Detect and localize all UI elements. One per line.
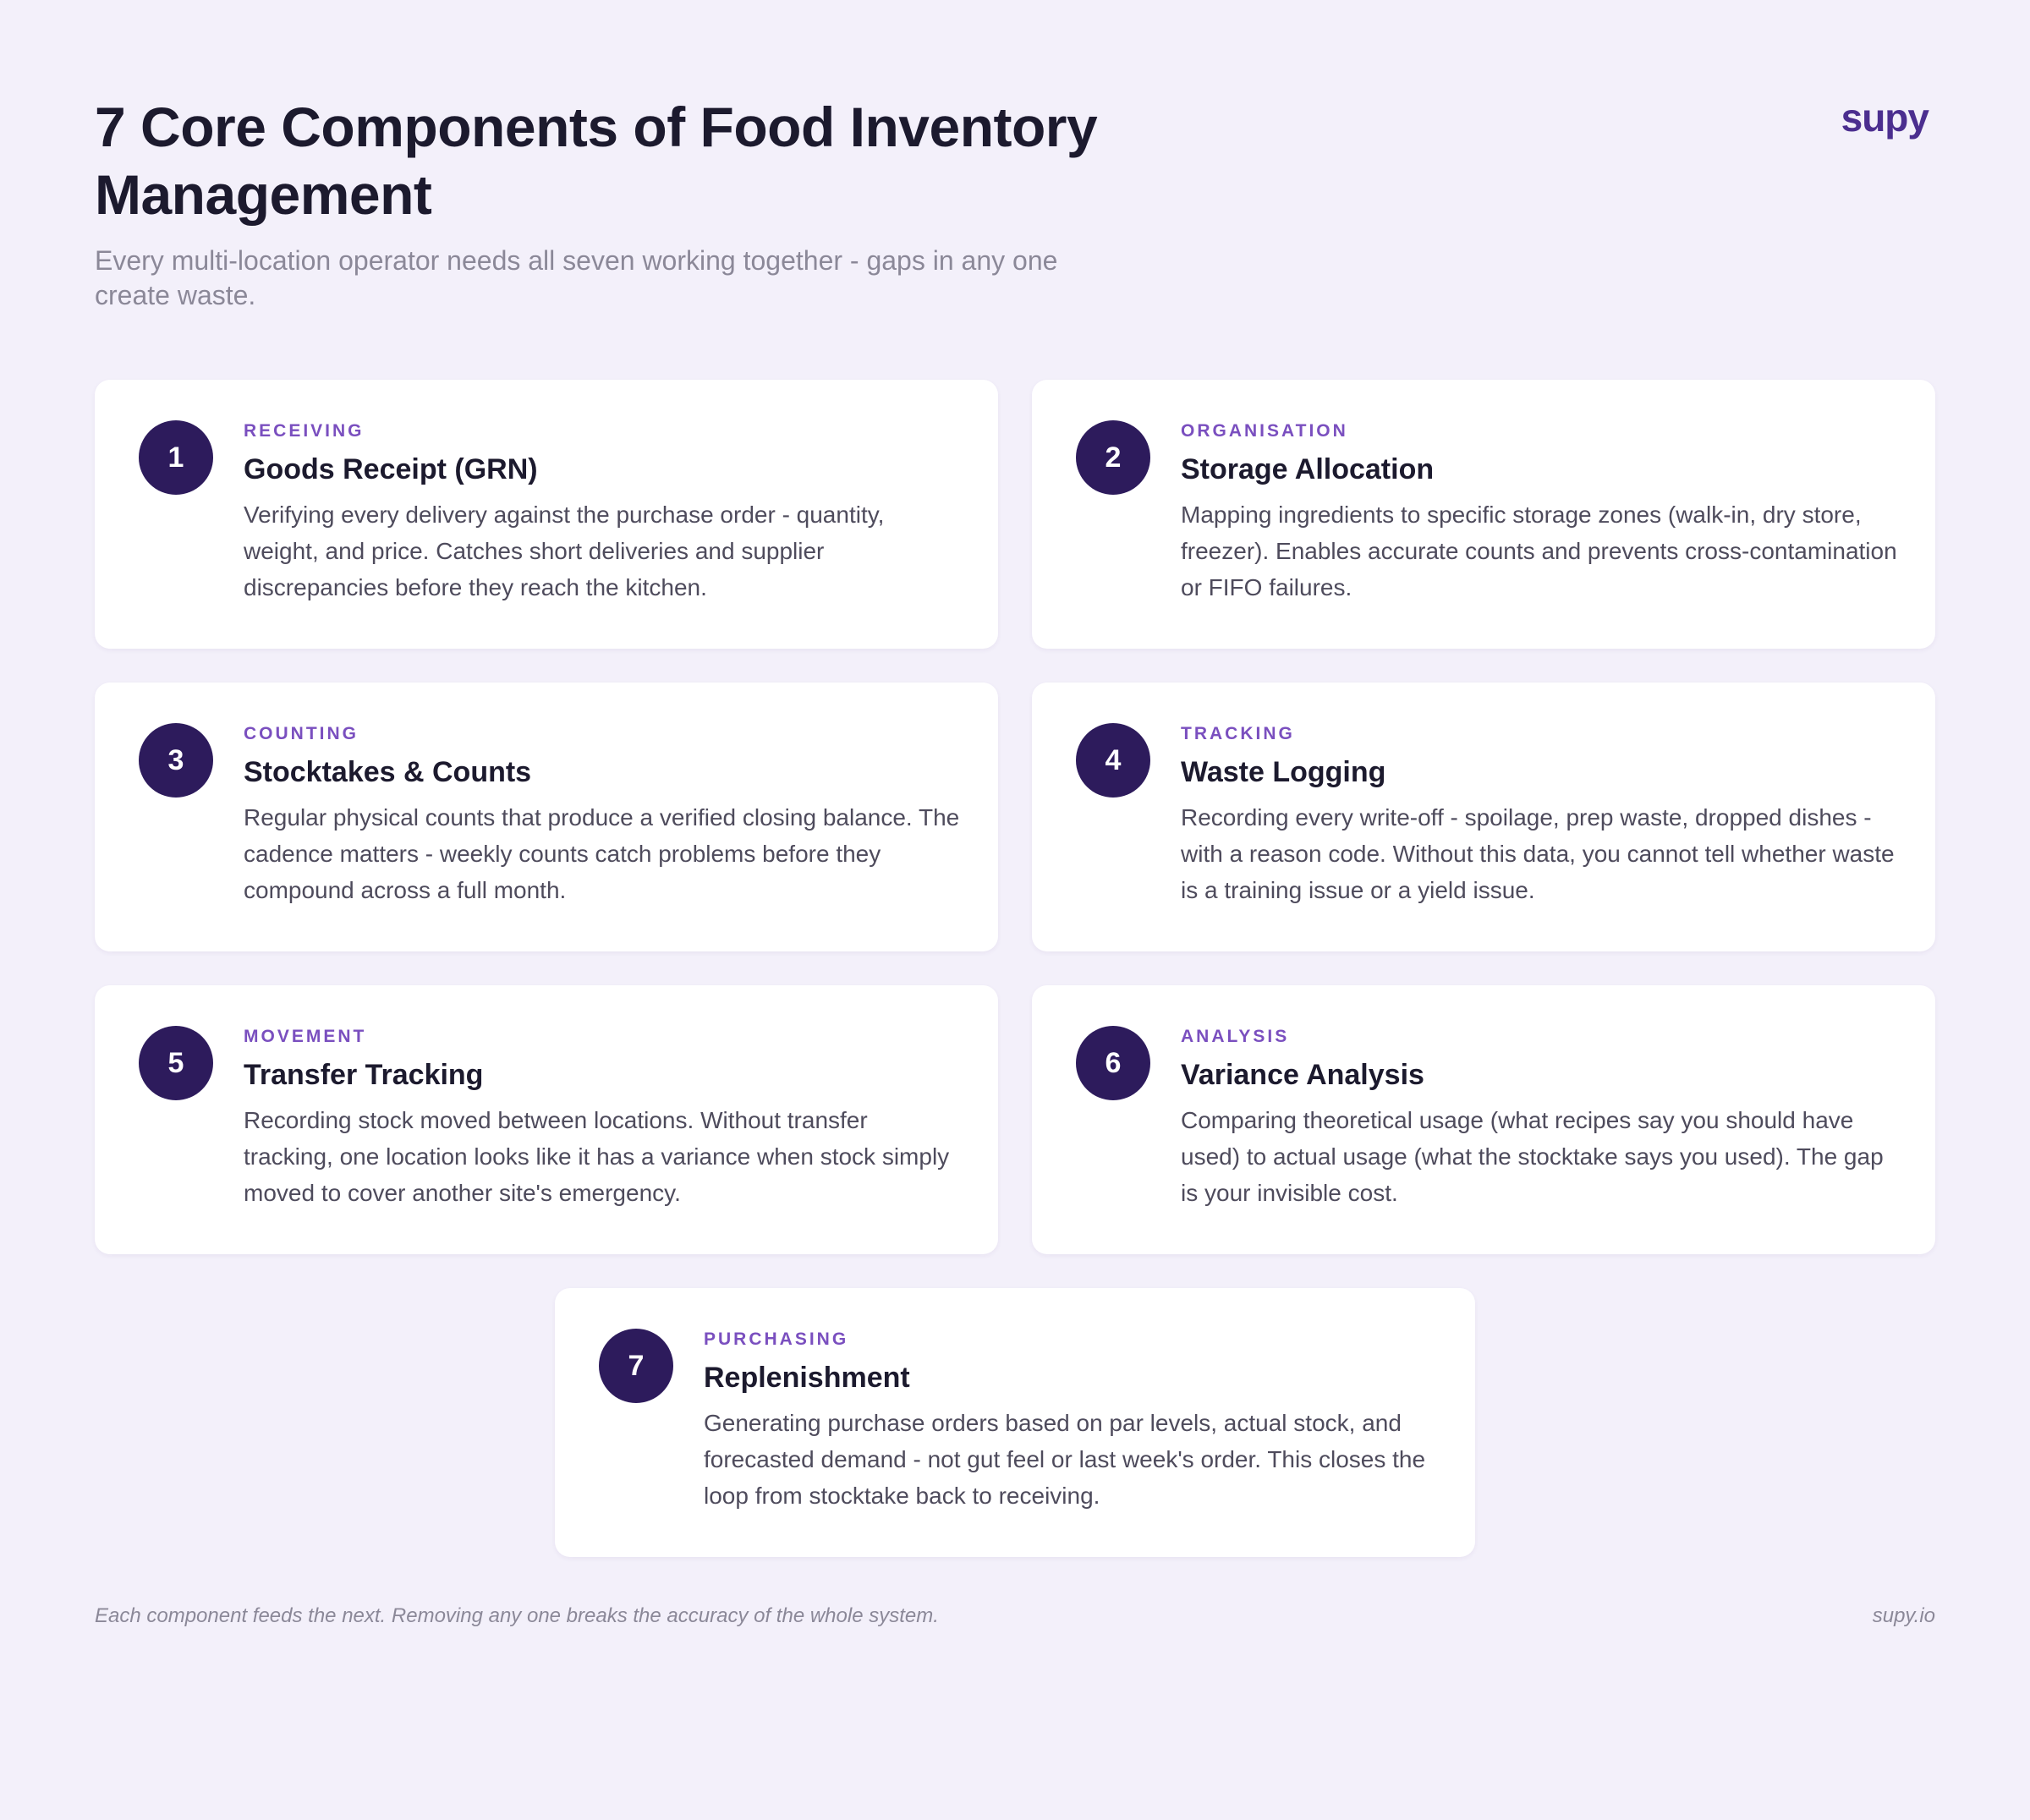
card-description: Mapping ingredients to specific storage …	[1181, 502, 1897, 600]
footer-note: Each component feeds the next. Removing …	[95, 1604, 939, 1627]
component-card-receiving: 1 RECEIVING Goods Receipt (GRN) Verifyin…	[95, 380, 998, 649]
card-title: Variance Analysis	[1181, 1059, 1424, 1091]
card-tag: COUNTING	[244, 724, 359, 743]
card-tag: RECEIVING	[244, 421, 365, 441]
component-card-organisation: 2 ORGANISATION Storage Allocation Mappin…	[1032, 380, 1935, 649]
footer-url[interactable]: supy.io	[1872, 1604, 1935, 1627]
card-tag: ORGANISATION	[1181, 421, 1348, 441]
card-tag: PURCHASING	[704, 1329, 849, 1349]
card-title: Transfer Tracking	[244, 1059, 484, 1091]
number-badge: 5	[139, 1026, 213, 1100]
number-badge: 6	[1076, 1026, 1150, 1100]
component-card-movement: 5 MOVEMENT Transfer Tracking Recording s…	[95, 985, 998, 1254]
card-content: TRACKING Waste Logging Recording every w…	[1181, 725, 1898, 908]
card-description: Regular physical counts that produce a v…	[244, 804, 960, 903]
card-content: PURCHASING Replenishment Generating purc…	[704, 1330, 1438, 1514]
card-title: Storage Allocation	[1181, 453, 1435, 485]
card-content: RECEIVING Goods Receipt (GRN) Verifying …	[244, 422, 961, 606]
number-badge: 1	[139, 420, 213, 495]
page-title: 7 Core Components of Food Inventory Mana…	[95, 96, 1098, 226]
page-subtitle: Every multi-location operator needs all …	[95, 245, 1058, 310]
card-description: Recording every write-off - spoilage, pr…	[1181, 804, 1895, 903]
card-content: ANALYSIS Variance Analysis Comparing the…	[1181, 1028, 1898, 1211]
card-description: Generating purchase orders based on par …	[704, 1410, 1426, 1509]
page: 7 Core Components of Food Inventory Mana…	[95, 0, 1935, 1820]
card-content: MOVEMENT Transfer Tracking Recording sto…	[244, 1028, 961, 1211]
card-description: Comparing theoretical usage (what recipe…	[1181, 1107, 1884, 1206]
component-card-purchasing: 7 PURCHASING Replenishment Generating pu…	[555, 1288, 1475, 1557]
number-badge: 3	[139, 723, 213, 798]
card-tag: ANALYSIS	[1181, 1027, 1290, 1046]
card-title: Replenishment	[704, 1362, 910, 1394]
card-description: Recording stock moved between locations.…	[244, 1107, 950, 1206]
header: 7 Core Components of Food Inventory Mana…	[95, 93, 1935, 313]
card-tag: MOVEMENT	[244, 1027, 367, 1046]
component-card-tracking: 4 TRACKING Waste Logging Recording every…	[1032, 682, 1935, 951]
card-description: Verifying every delivery against the pur…	[244, 502, 885, 600]
card-content: ORGANISATION Storage Allocation Mapping …	[1181, 422, 1898, 606]
number-badge: 7	[599, 1329, 673, 1403]
card-content: COUNTING Stocktakes & Counts Regular phy…	[244, 725, 961, 908]
card-title: Waste Logging	[1181, 756, 1386, 788]
card-title: Stocktakes & Counts	[244, 756, 532, 788]
component-card-counting: 3 COUNTING Stocktakes & Counts Regular p…	[95, 682, 998, 951]
card-tag: TRACKING	[1181, 724, 1295, 743]
number-badge: 2	[1076, 420, 1150, 495]
brand-logo: supy	[1841, 96, 1929, 140]
component-card-analysis: 6 ANALYSIS Variance Analysis Comparing t…	[1032, 985, 1935, 1254]
number-badge: 4	[1076, 723, 1150, 798]
card-title: Goods Receipt (GRN)	[244, 453, 538, 485]
